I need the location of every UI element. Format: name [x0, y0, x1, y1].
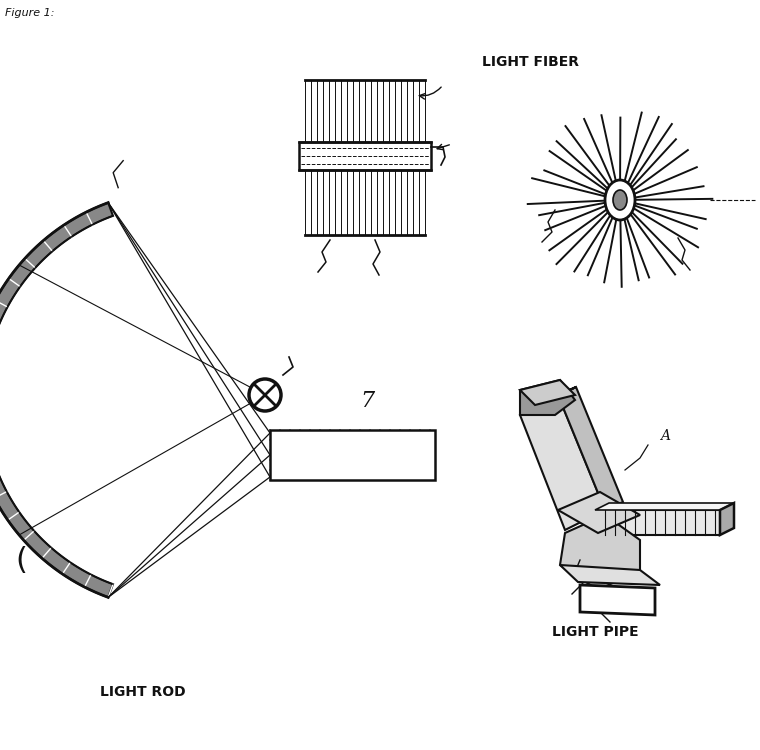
Text: Figure 1:: Figure 1:: [5, 8, 55, 18]
Polygon shape: [560, 515, 640, 590]
Text: LIGHT PIPE: LIGHT PIPE: [552, 625, 638, 639]
Polygon shape: [520, 395, 605, 530]
Polygon shape: [558, 492, 640, 533]
Text: (: (: [15, 546, 27, 575]
Polygon shape: [595, 503, 734, 510]
Circle shape: [249, 379, 281, 411]
Polygon shape: [580, 585, 655, 615]
Text: 7: 7: [361, 390, 375, 412]
Bar: [299, 142, 431, 170]
Polygon shape: [520, 380, 575, 405]
Polygon shape: [520, 380, 575, 415]
Text: LIGHT ROD: LIGHT ROD: [100, 685, 185, 699]
Text: LIGHT FIBER: LIGHT FIBER: [482, 55, 578, 69]
Bar: [270, 430, 435, 480]
Polygon shape: [720, 503, 734, 535]
Text: A: A: [660, 429, 670, 443]
Ellipse shape: [613, 190, 627, 210]
Polygon shape: [560, 565, 660, 585]
Polygon shape: [0, 202, 113, 597]
Polygon shape: [520, 387, 576, 415]
Polygon shape: [558, 387, 623, 510]
Polygon shape: [595, 510, 720, 535]
Ellipse shape: [605, 180, 635, 220]
